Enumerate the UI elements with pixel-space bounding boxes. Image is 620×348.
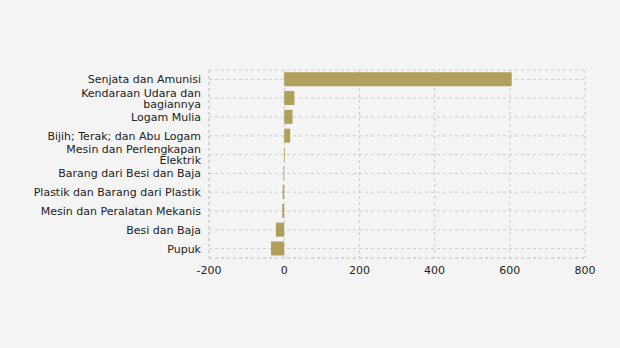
svg-text:600: 600 xyxy=(499,264,520,277)
svg-text:-200: -200 xyxy=(197,264,222,277)
svg-text:Bijih; Terak; dan Abu Logam: Bijih; Terak; dan Abu Logam xyxy=(47,130,201,143)
svg-text:Besi dan Baja: Besi dan Baja xyxy=(126,224,201,237)
svg-text:Pupuk: Pupuk xyxy=(167,243,201,256)
svg-text:Mesin dan PerlengkapanElektrik: Mesin dan PerlengkapanElektrik xyxy=(66,143,201,167)
svg-text:0: 0 xyxy=(281,264,288,277)
svg-text:Senjata dan Amunisi: Senjata dan Amunisi xyxy=(88,73,201,86)
svg-text:Plastik dan Barang dari Plasti: Plastik dan Barang dari Plastik xyxy=(34,186,202,199)
svg-text:400: 400 xyxy=(424,264,445,277)
svg-text:800: 800 xyxy=(575,264,596,277)
svg-text:Barang dari Besi dan Baja: Barang dari Besi dan Baja xyxy=(58,167,201,180)
svg-text:Logam Mulia: Logam Mulia xyxy=(131,111,201,124)
svg-text:Kendaraan Udara danbagiannya: Kendaraan Udara danbagiannya xyxy=(81,87,201,111)
svg-text:Mesin dan Peralatan Mekanis: Mesin dan Peralatan Mekanis xyxy=(41,205,201,218)
svg-text:200: 200 xyxy=(349,264,370,277)
